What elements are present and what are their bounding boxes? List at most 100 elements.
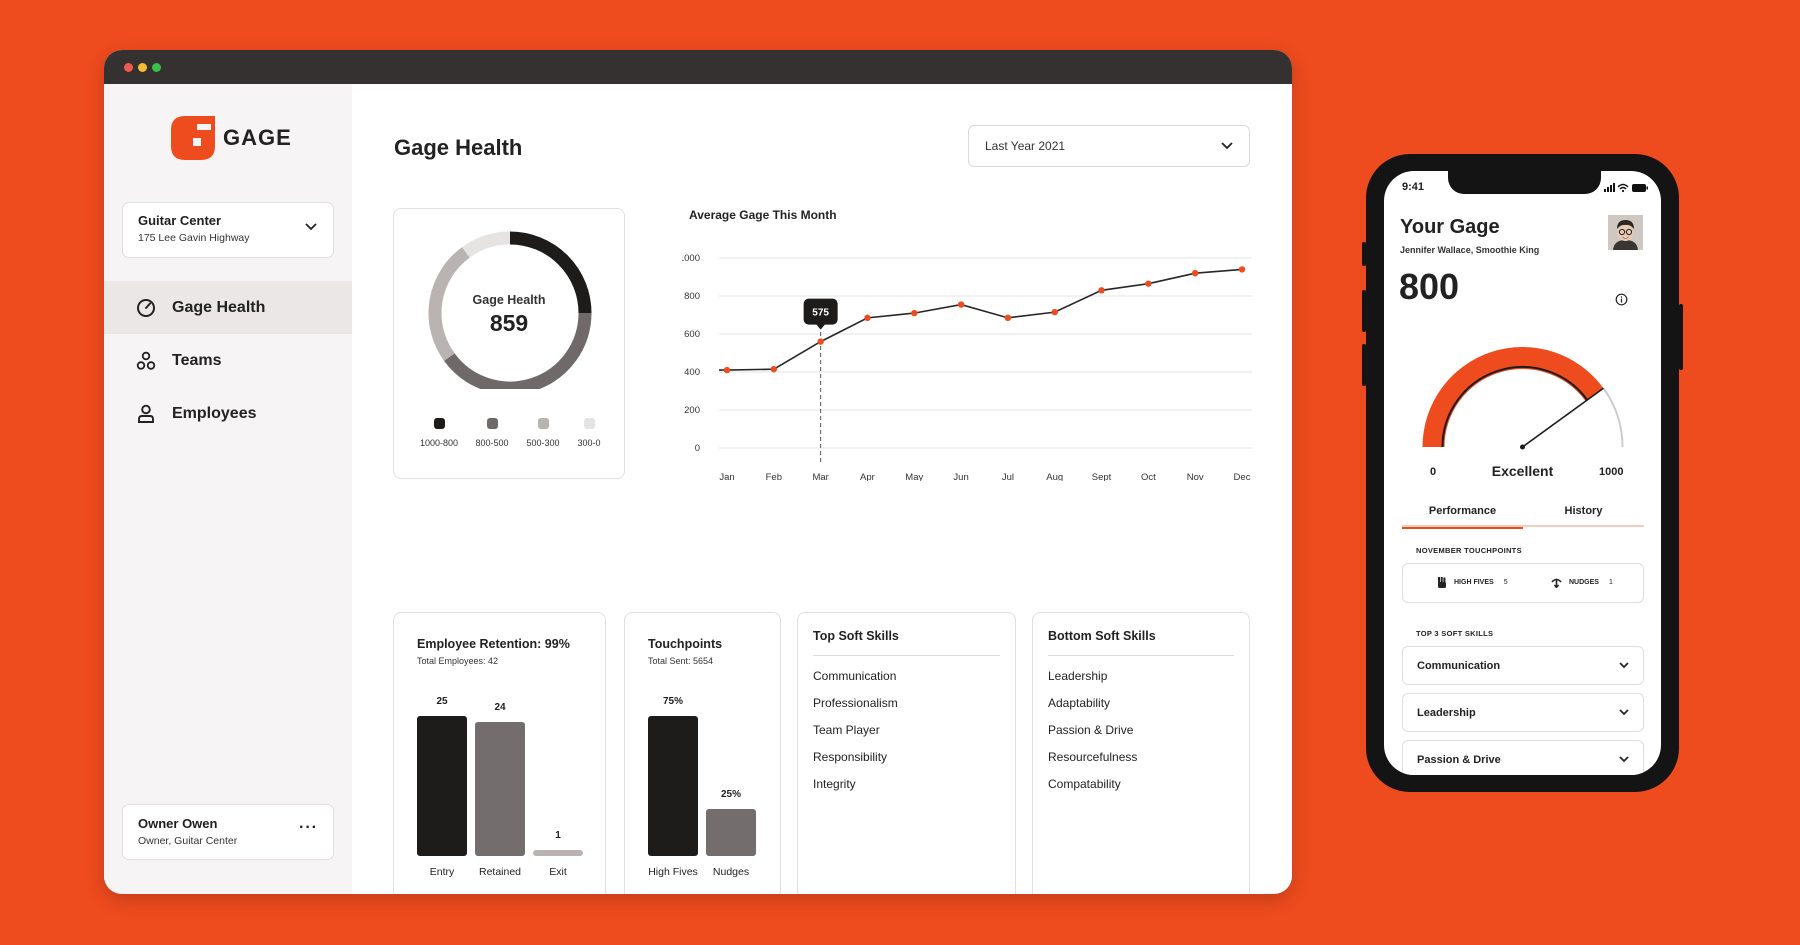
data-point[interactable]: [864, 314, 871, 322]
bar: [475, 721, 525, 856]
avatar[interactable]: [1608, 215, 1643, 250]
touchpoints-title: Touchpoints: [648, 637, 723, 651]
data-point[interactable]: [1004, 314, 1012, 322]
phone-notch: [1448, 171, 1601, 194]
tab-history[interactable]: History: [1564, 505, 1603, 517]
skill-dropdown[interactable]: Passion & Drive: [1402, 740, 1644, 775]
gauge-inner-ring: [1441, 366, 1589, 448]
bar-value-label: 25%: [720, 789, 741, 801]
legend-swatch: [486, 418, 498, 429]
skill-item: Adaptability: [1048, 696, 1111, 710]
phone-title: Your Gage: [1400, 216, 1500, 238]
touchpoints-card: Touchpoints Total Sent: 5654 75% High Fiv…: [624, 612, 781, 894]
data-point[interactable]: [817, 338, 824, 345]
phone-device: 9:41 Your Gage Jennifer Wallace, Smoothi…: [1362, 154, 1683, 792]
gage-logo-icon: [171, 116, 215, 160]
skill-dropdown[interactable]: Communication: [1402, 646, 1644, 685]
data-point[interactable]: [957, 301, 965, 308]
organization-address: 175 Lee Gavin Highway: [138, 232, 250, 244]
status-icons: [1604, 183, 1648, 193]
phone-side-button: [1362, 344, 1366, 386]
nudges-count: 1: [1608, 579, 1613, 586]
bar-category-label: Exit: [549, 866, 567, 878]
y-tick-label: 200: [684, 405, 700, 416]
skill-item: Team Player: [813, 723, 880, 737]
nudges-label: NUDGES: [1569, 579, 1599, 586]
bar-value-label: 1: [555, 830, 561, 842]
donut-center-label: Gage Health: [472, 293, 546, 307]
skill-dropdown-label: Leadership: [1417, 706, 1476, 719]
chevron-down-icon: [1619, 662, 1629, 669]
gauge-max-label: 1000: [1599, 466, 1624, 478]
user-profile-card[interactable]: Owner Owen Owner, Guitar Center ···: [122, 804, 334, 860]
sidebar-item-gage-health[interactable]: Gage Health: [104, 281, 352, 334]
tab-performance[interactable]: Performance: [1402, 505, 1523, 529]
gage-score-gauge: [1422, 347, 1624, 450]
gauge-pivot: [1520, 444, 1525, 450]
y-tick-label: 0: [695, 443, 700, 454]
touchpoints-heading: NOVEMBER TOUCHPOINTS: [1416, 546, 1522, 555]
x-tick-label: Jan: [719, 472, 734, 481]
chevron-down-icon: [1221, 142, 1233, 150]
gauge-track: [1602, 387, 1624, 448]
bar: [417, 716, 467, 856]
data-point[interactable]: [770, 365, 778, 373]
tooltip-value: 575: [812, 308, 829, 319]
phone-tabs: Performance History: [1402, 501, 1644, 529]
touchpoints-subtitle: Total Sent: 5654: [648, 656, 714, 666]
soft-skills-heading: TOP 3 SOFT SKILLS: [1416, 629, 1494, 638]
chevron-down-icon: [1619, 756, 1629, 763]
bottom-skills-title: Bottom Soft Skills: [1048, 629, 1234, 656]
sidebar-item-employees[interactable]: Employees: [104, 387, 352, 440]
skill-item: Professionalism: [813, 696, 898, 710]
x-tick-label: Mar: [812, 472, 828, 481]
sidebar-item-teams[interactable]: Teams: [104, 334, 352, 387]
x-tick-label: Oct: [1141, 472, 1156, 481]
data-point[interactable]: [1051, 308, 1058, 316]
gauge-min-label: 0: [1430, 466, 1437, 478]
more-options-icon[interactable]: ···: [299, 819, 318, 836]
bottom-soft-skills-card: Bottom Soft Skills Leadership Adaptabili…: [1032, 612, 1250, 894]
sidebar-item-label: Gage Health: [172, 298, 266, 316]
data-point[interactable]: [1238, 266, 1246, 273]
data-point[interactable]: [1191, 270, 1199, 277]
data-point[interactable]: [911, 309, 918, 317]
data-point[interactable]: [1098, 287, 1105, 294]
x-tick-label: Dec: [1234, 472, 1251, 481]
gage-health-donut: [428, 231, 592, 389]
bar-category-label: Entry: [429, 866, 455, 878]
data-point[interactable]: [1145, 280, 1152, 287]
organization-selector[interactable]: Guitar Center 175 Lee Gavin Highway: [122, 202, 334, 258]
bar-value-label: 24: [494, 701, 506, 713]
info-icon[interactable]: [1615, 293, 1628, 306]
data-point[interactable]: [723, 366, 731, 374]
close-window-button[interactable]: [124, 63, 133, 72]
period-select[interactable]: Last Year 2021: [968, 125, 1250, 167]
legend-item: 800-500: [464, 418, 520, 448]
phone-subtitle: Jennifer Wallace, Smoothie King: [1400, 245, 1540, 255]
tooltip-pointer: [815, 323, 826, 330]
skill-dropdown[interactable]: Leadership: [1402, 693, 1644, 732]
phone-side-button: [1679, 304, 1683, 370]
nudges-stat: NUDGES 1: [1551, 577, 1613, 588]
bar-category-label: High Fives: [648, 866, 698, 878]
gauge-needle: [1522, 387, 1604, 448]
sidebar-item-label: Teams: [172, 351, 222, 369]
legend-label: 800-500: [475, 438, 509, 448]
maximize-window-button[interactable]: [152, 63, 161, 72]
gage-logo[interactable]: GAGE: [171, 116, 292, 160]
retention-bar-chart: 25 Entry 24 Retained 1 Exit: [394, 613, 607, 894]
x-tick-label: Jul: [1002, 472, 1014, 481]
x-tick-label: Feb: [766, 472, 782, 481]
skill-dropdown-label: Passion & Drive: [1417, 753, 1501, 766]
skill-item: Communication: [813, 669, 897, 683]
x-tick-label: Nov: [1187, 472, 1204, 481]
nudge-icon: [1551, 578, 1562, 588]
bar-value-label: 75%: [662, 696, 683, 707]
series-line: [719, 268, 1243, 371]
minimize-window-button[interactable]: [138, 63, 147, 72]
legend-item: 500-300: [515, 418, 571, 448]
high-fives-label: HIGH FIVES: [1454, 579, 1494, 586]
phone-side-button: [1362, 242, 1366, 266]
skill-item: Passion & Drive: [1048, 723, 1134, 737]
